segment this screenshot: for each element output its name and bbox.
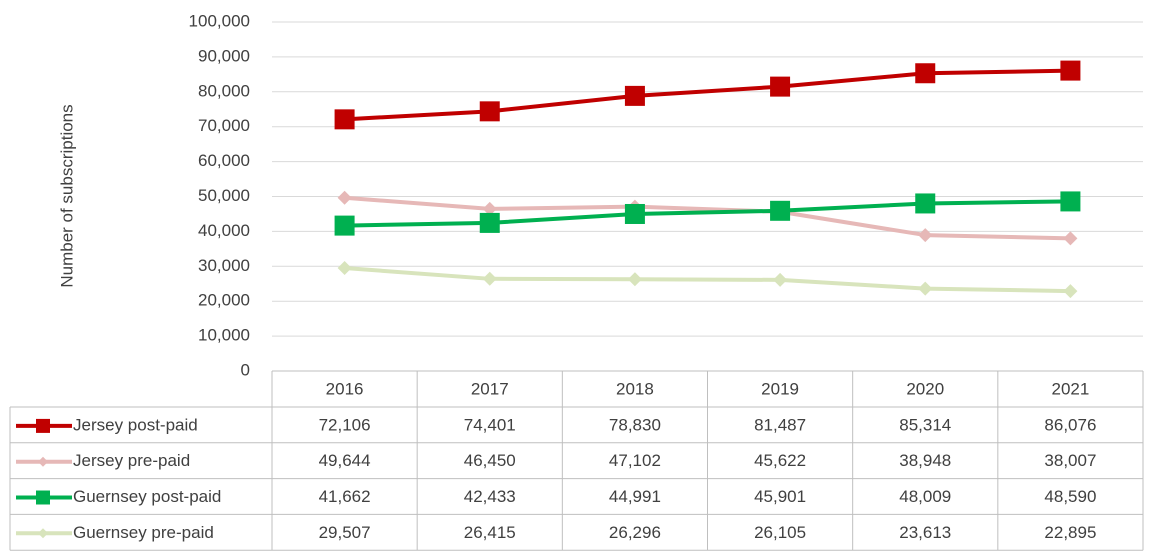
x-tick-label: 2017	[471, 379, 509, 398]
table-cell: 48,590	[1044, 487, 1096, 506]
data-point	[624, 203, 645, 224]
y-tick-label: 20,000	[198, 291, 250, 310]
data-point	[482, 271, 497, 286]
data-point	[770, 200, 791, 221]
data-point	[770, 76, 791, 97]
table-cell: 74,401	[464, 415, 516, 434]
table-cell: 26,296	[609, 523, 661, 542]
data-point	[1063, 284, 1078, 299]
y-tick-label: 100,000	[189, 11, 250, 30]
legend-label: Guernsey post-paid	[73, 487, 221, 506]
table-cell: 45,901	[754, 487, 806, 506]
table-cell: 85,314	[899, 415, 951, 434]
data-point	[482, 201, 497, 216]
legend-marker	[38, 528, 48, 539]
legend-label: Jersey pre-paid	[73, 451, 190, 470]
y-tick-label: 40,000	[198, 221, 250, 240]
table-cell: 45,622	[754, 451, 806, 470]
table-cell: 26,105	[754, 523, 806, 542]
x-tick-label: 2020	[906, 379, 944, 398]
table-cell: 29,507	[319, 523, 371, 542]
data-point	[773, 272, 788, 287]
data-point	[337, 261, 352, 276]
y-tick-label: 10,000	[198, 326, 250, 345]
table-cell: 22,895	[1044, 523, 1096, 542]
data-point	[334, 215, 355, 236]
x-tick-label: 2019	[761, 379, 799, 398]
table-cell: 49,644	[319, 451, 371, 470]
legend-marker	[36, 490, 50, 505]
table-cell: 86,076	[1044, 415, 1096, 434]
y-tick-label: 0	[241, 360, 250, 379]
table-cell: 78,830	[609, 415, 661, 434]
y-tick-label: 80,000	[198, 81, 250, 100]
legend-marker	[38, 456, 48, 467]
y-tick-label: 60,000	[198, 151, 250, 170]
table-cell: 46,450	[464, 451, 516, 470]
data-point	[627, 272, 642, 287]
table-cell: 38,007	[1044, 451, 1096, 470]
y-tick-label: 70,000	[198, 116, 250, 135]
table-cell: 26,415	[464, 523, 516, 542]
table-cell: 42,433	[464, 487, 516, 506]
table-cell: 23,613	[899, 523, 951, 542]
data-point	[479, 101, 500, 122]
table-cell: 47,102	[609, 451, 661, 470]
legend-label: Jersey post-paid	[73, 415, 198, 434]
x-tick-label: 2021	[1052, 379, 1090, 398]
legend-marker	[36, 418, 50, 433]
data-point	[1060, 191, 1081, 212]
series-line	[344, 266, 1071, 294]
table-cell: 81,487	[754, 415, 806, 434]
data-point	[1060, 60, 1081, 81]
table-cell: 41,662	[319, 487, 371, 506]
series-line	[344, 199, 1071, 228]
y-tick-label: 50,000	[198, 186, 250, 205]
series-line	[344, 195, 1071, 241]
data-point	[479, 212, 500, 233]
data-point	[337, 190, 352, 205]
table-cell: 38,948	[899, 451, 951, 470]
data-point	[918, 281, 933, 296]
legend-label: Guernsey pre-paid	[73, 523, 214, 542]
series-line	[344, 68, 1071, 122]
data-point	[915, 193, 936, 214]
table-cell: 72,106	[319, 415, 371, 434]
data-point	[624, 85, 645, 106]
y-axis-label: Number of subscriptions	[57, 104, 76, 287]
data-point	[918, 228, 933, 243]
data-point	[915, 63, 936, 84]
data-point	[1063, 231, 1078, 246]
x-tick-label: 2018	[616, 379, 654, 398]
y-tick-label: 30,000	[198, 256, 250, 275]
table-cell: 44,991	[609, 487, 661, 506]
x-tick-label: 2016	[326, 379, 364, 398]
table-cell: 48,009	[899, 487, 951, 506]
data-point	[334, 109, 355, 130]
y-tick-label: 90,000	[198, 46, 250, 65]
